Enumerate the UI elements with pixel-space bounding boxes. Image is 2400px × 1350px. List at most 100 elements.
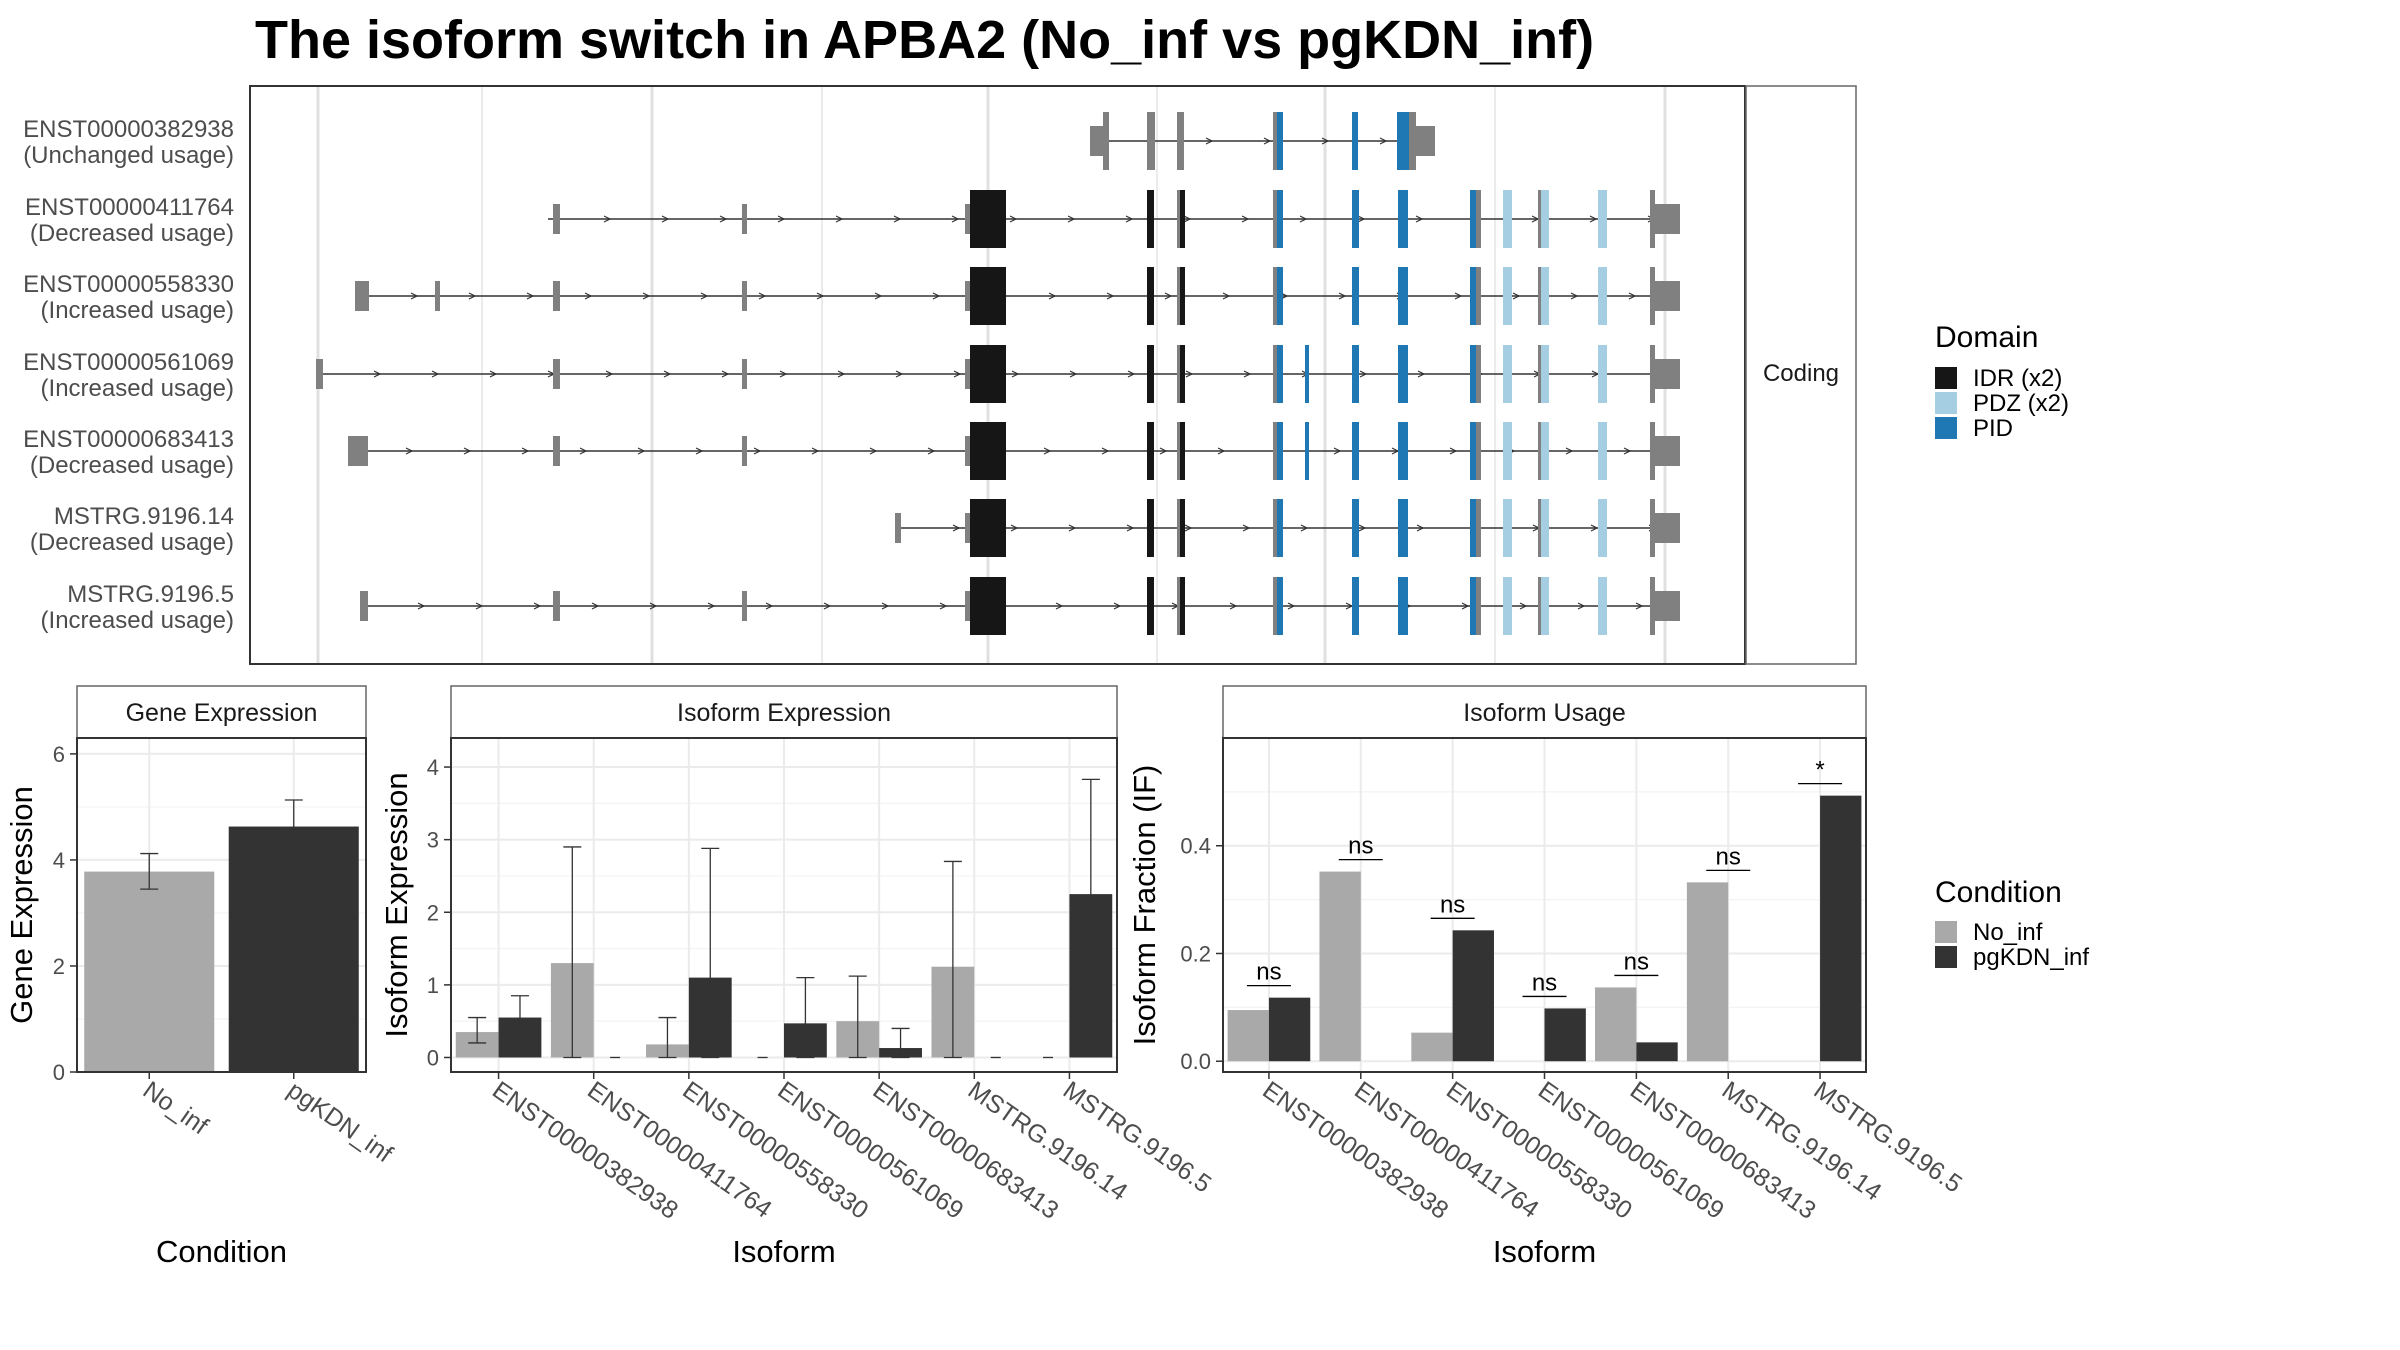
x-tick-label: MSTRG.9196.5: [1809, 1076, 1967, 1199]
pdz-domain-block: [1503, 345, 1512, 403]
bar: [1411, 1032, 1453, 1062]
exon-block: [1409, 112, 1416, 170]
facet-strip-label: Isoform Usage: [1463, 699, 1626, 727]
transcript-usage-label: (Increased usage): [41, 375, 234, 402]
strand-arrow: [579, 447, 588, 455]
exon-block: [1177, 112, 1184, 170]
strand-arrow: [1519, 602, 1528, 610]
exon-block: [1177, 345, 1180, 403]
idr-domain-block: [1147, 499, 1154, 557]
strand-arrow: [649, 602, 658, 610]
exon-block: [553, 359, 560, 389]
strand-arrow: [1321, 137, 1330, 145]
strand-arrow: [1300, 524, 1309, 532]
exon-block: [1538, 422, 1541, 480]
bar: [1268, 997, 1311, 1062]
condition-legend-title: Condition: [1935, 876, 2062, 909]
exon-block: [1476, 190, 1481, 248]
pid-domain-block: [1398, 190, 1408, 248]
strand-arrow: [1229, 602, 1238, 610]
x-tick-label: No_inf: [138, 1076, 213, 1140]
pid-domain-block: [1277, 577, 1283, 635]
strand-arrow: [1570, 292, 1579, 300]
domain-legend-swatch: [1935, 392, 1957, 414]
idr-domain-block: [1180, 267, 1185, 325]
transcript-usage-label: (Increased usage): [41, 607, 234, 634]
y-axis-title: Isoform Fraction (IF): [1127, 765, 1162, 1046]
idr-domain-block: [1147, 190, 1154, 248]
strand-arrow: [1635, 602, 1644, 610]
transcript-track: [360, 577, 1680, 635]
significance-label: ns: [1348, 833, 1373, 860]
pid-domain-block: [1352, 267, 1359, 325]
strand-arrow: [811, 447, 820, 455]
significance-label: ns: [1716, 843, 1741, 870]
strand-arrow: [1205, 137, 1214, 145]
strand-arrow: [1101, 447, 1110, 455]
significance-label: ns: [1440, 891, 1465, 918]
idr-domain-block: [980, 190, 1006, 248]
strand-arrow: [373, 370, 382, 378]
pdz-domain-block: [1598, 422, 1607, 480]
idr-domain-block: [1180, 422, 1185, 480]
strand-arrow: [526, 292, 535, 300]
pid-domain-block: [1470, 190, 1476, 248]
transcript-id-label: MSTRG.9196.5: [67, 581, 234, 608]
strand-arrow: [1113, 602, 1122, 610]
exon-block: [1103, 112, 1109, 170]
pdz-domain-block: [1541, 577, 1549, 635]
domain-legend-label: PDZ (x2): [1973, 390, 2069, 417]
strand-arrow: [642, 292, 651, 300]
x-axis-title: Isoform: [1493, 1234, 1596, 1269]
facet-strip-label: Isoform Expression: [677, 699, 891, 727]
y-tick-label: 4: [53, 848, 65, 873]
y-tick-label: 2: [53, 954, 65, 979]
exon-block: [1655, 281, 1680, 311]
idr-domain-block: [970, 267, 980, 325]
strand-arrow: [1241, 215, 1250, 223]
significance-label: ns: [1624, 948, 1649, 975]
strand-arrow: [1449, 447, 1458, 455]
pid-domain-block: [1277, 345, 1283, 403]
exon-block: [435, 281, 440, 311]
strand-arrow: [893, 215, 902, 223]
exon-block: [1177, 499, 1180, 557]
idr-domain-block: [970, 577, 980, 635]
transcript-usage-label: (Increased usage): [41, 297, 234, 324]
strand-arrow: [1183, 215, 1192, 223]
isoform-expression-panel: Isoform Expression01234ENST00000382938EN…: [379, 685, 1216, 1269]
pid-domain-block: [1352, 577, 1359, 635]
exon-block: [1655, 591, 1680, 621]
exon-block: [742, 204, 747, 234]
exon-block: [965, 513, 971, 543]
idr-domain-block: [1180, 190, 1185, 248]
strand-arrow: [591, 602, 600, 610]
strand-arrow: [1011, 370, 1020, 378]
idr-domain-block: [1147, 577, 1154, 635]
domain-legend-swatch: [1935, 367, 1957, 389]
pid-domain-block: [1398, 267, 1408, 325]
bar: [1595, 987, 1637, 1062]
y-tick-label: 0.4: [1180, 834, 1211, 859]
pdz-domain-block: [1541, 267, 1549, 325]
strand-arrow: [605, 370, 614, 378]
transcript-id-label: ENST00000561069: [23, 349, 234, 376]
exon-block: [1273, 577, 1277, 635]
pid-domain-block: [1277, 267, 1283, 325]
pdz-domain-block: [1503, 422, 1512, 480]
strand-arrow: [1126, 524, 1135, 532]
exon-block: [1538, 499, 1541, 557]
strand-arrow: [1009, 215, 1018, 223]
idr-domain-block: [980, 499, 1006, 557]
exon-block: [1416, 126, 1435, 156]
strand-arrow: [637, 447, 646, 455]
pid-domain-block: [1470, 499, 1476, 557]
pdz-domain-block: [1503, 267, 1512, 325]
strand-arrow: [1338, 292, 1347, 300]
strand-arrow: [1242, 524, 1251, 532]
strand-arrow: [869, 447, 878, 455]
domain-legend-label: IDR (x2): [1973, 365, 2062, 392]
exon-block: [1538, 577, 1541, 635]
strand-arrow: [932, 292, 941, 300]
